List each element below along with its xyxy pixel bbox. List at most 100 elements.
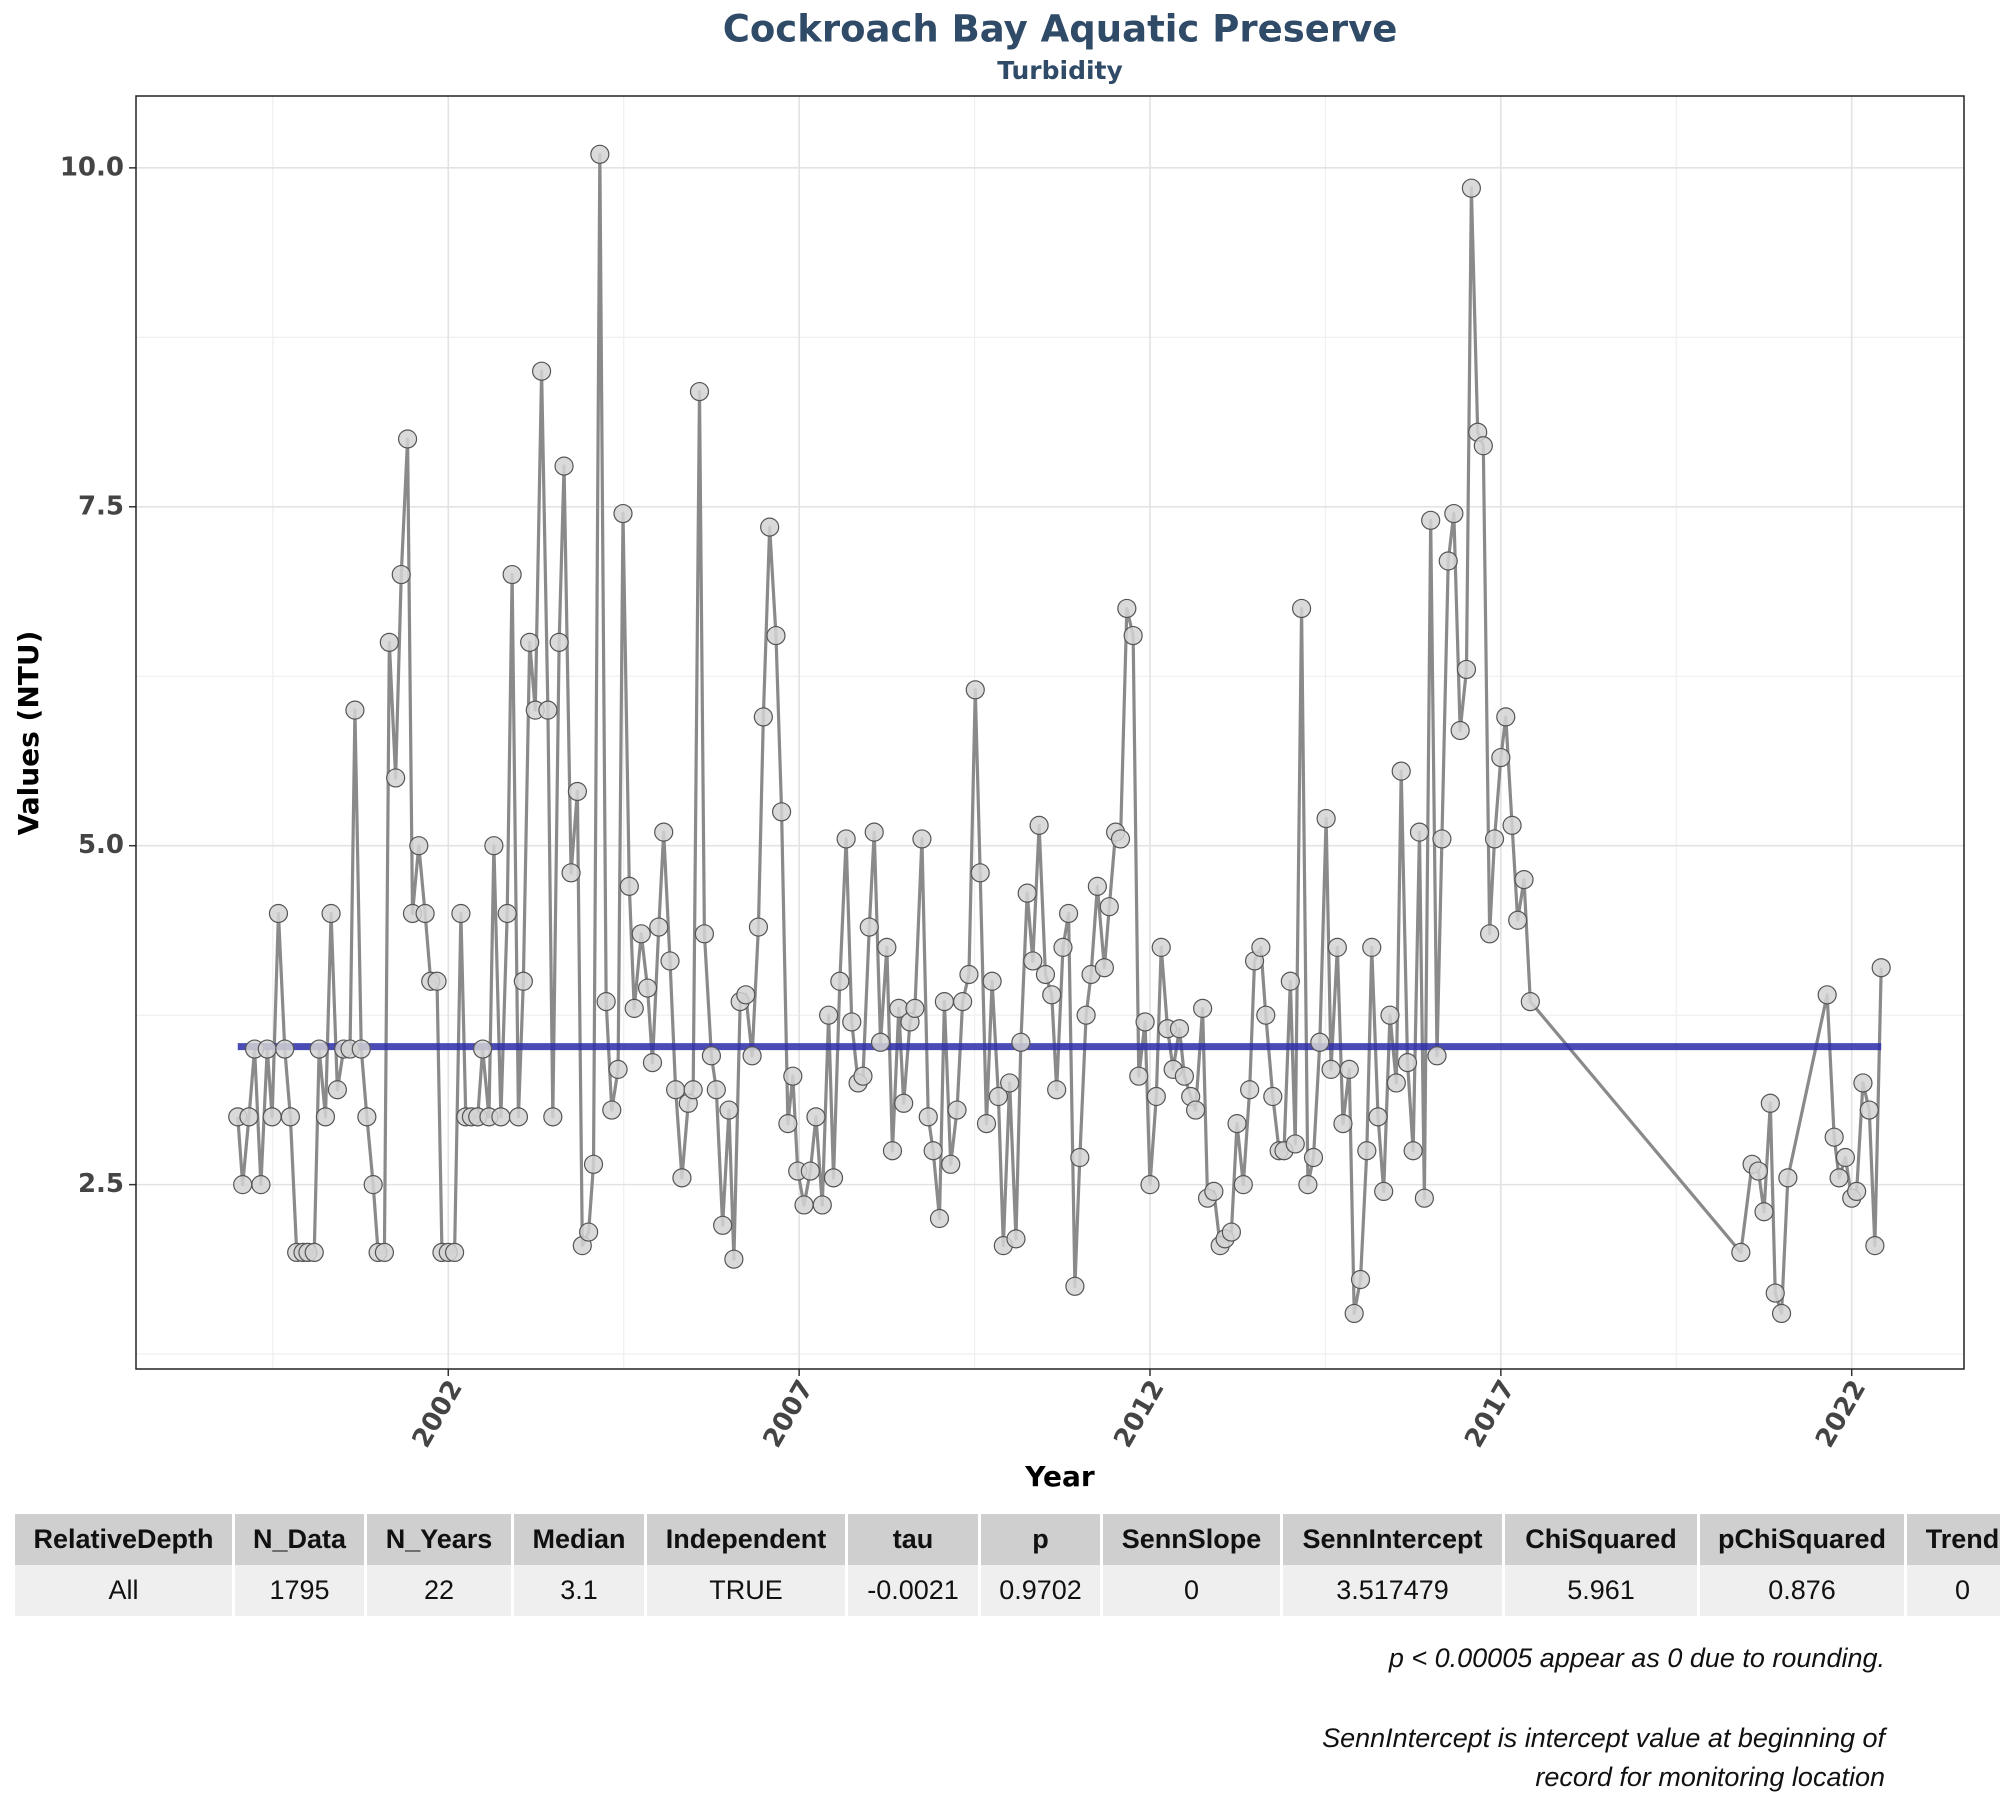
data-point bbox=[379, 632, 399, 652]
data-point bbox=[953, 992, 973, 1012]
data-point bbox=[1778, 1168, 1798, 1188]
data-point bbox=[1514, 869, 1534, 890]
chart-subtitle: Turbidity bbox=[997, 56, 1123, 85]
data-point bbox=[771, 802, 792, 822]
data-point bbox=[918, 1107, 938, 1127]
data-point bbox=[251, 1175, 271, 1195]
data-point bbox=[1053, 937, 1073, 957]
data-point bbox=[304, 1242, 324, 1263]
data-point bbox=[923, 1141, 943, 1161]
column-header: Independent bbox=[645, 1514, 848, 1565]
data-point bbox=[965, 680, 985, 700]
data-point bbox=[321, 903, 341, 924]
data-point bbox=[882, 1141, 903, 1161]
data-point bbox=[351, 1039, 371, 1059]
column-header: p bbox=[979, 1514, 1103, 1565]
x-tick-label: 2007 bbox=[758, 1375, 820, 1453]
data-point bbox=[753, 707, 773, 727]
data-point bbox=[870, 1032, 891, 1052]
data-point bbox=[649, 917, 669, 937]
chart: Cockroach Bay Aquatic Preserve Turbidity… bbox=[12, 8, 1965, 1493]
data-point bbox=[783, 1066, 803, 1086]
x-tick-label: 2017 bbox=[1459, 1375, 1521, 1453]
data-point bbox=[1853, 1073, 1873, 1093]
data-point bbox=[1496, 707, 1516, 727]
data-point bbox=[1520, 992, 1540, 1012]
data-point bbox=[1829, 1168, 1849, 1188]
data-point bbox=[1473, 436, 1493, 456]
data-point bbox=[590, 144, 610, 164]
data-point bbox=[1065, 1276, 1085, 1296]
data-point bbox=[409, 836, 429, 856]
data-point bbox=[1754, 1202, 1774, 1222]
data-point bbox=[748, 917, 769, 937]
y-tick-label: 7.5 bbox=[78, 491, 124, 521]
table-body: All 1795 22 3.1 TRUE -0.0021 0.9702 0 3.517479 5.… bbox=[15, 1565, 2000, 1616]
data-point bbox=[1303, 1147, 1324, 1168]
data-point bbox=[1817, 985, 1837, 1005]
data-point bbox=[694, 924, 714, 944]
data-point bbox=[1000, 1073, 1020, 1093]
data-point bbox=[970, 863, 990, 883]
data-point bbox=[1169, 1019, 1190, 1039]
data-point bbox=[602, 1100, 622, 1120]
data-point bbox=[1765, 1283, 1785, 1303]
data-point bbox=[484, 836, 504, 856]
data-point bbox=[554, 456, 574, 476]
data-point bbox=[654, 822, 674, 842]
data-point bbox=[1221, 1222, 1241, 1242]
column-header: Median bbox=[512, 1514, 647, 1565]
data-point bbox=[819, 1005, 839, 1025]
data-point bbox=[719, 1100, 739, 1120]
data-point bbox=[1193, 998, 1213, 1018]
data-point bbox=[275, 1039, 295, 1059]
data-point bbox=[842, 1012, 862, 1032]
data-point bbox=[1333, 1114, 1353, 1134]
data-point bbox=[531, 361, 552, 381]
data-point bbox=[280, 1107, 300, 1127]
data-point bbox=[386, 768, 406, 788]
data-point bbox=[1491, 747, 1511, 768]
data-point bbox=[538, 700, 558, 720]
data-point bbox=[613, 503, 633, 524]
data-point bbox=[1204, 1181, 1224, 1202]
column-header: Trend bbox=[1905, 1514, 2000, 1565]
data-point bbox=[1327, 937, 1347, 957]
column-header: RelativeDepth bbox=[15, 1514, 235, 1565]
data-point bbox=[894, 1093, 914, 1113]
data-point bbox=[1760, 1093, 1780, 1113]
data-point bbox=[1310, 1032, 1330, 1052]
data-point bbox=[1240, 1080, 1260, 1100]
data-point bbox=[1859, 1100, 1879, 1120]
data-point bbox=[976, 1114, 997, 1134]
data-point bbox=[1771, 1303, 1792, 1324]
data-point bbox=[363, 1175, 383, 1195]
data-point bbox=[1824, 1127, 1844, 1147]
data-point bbox=[1146, 1086, 1166, 1107]
data-point bbox=[315, 1107, 336, 1127]
table-cell: -0.0021 bbox=[846, 1565, 981, 1616]
data-point bbox=[1316, 808, 1336, 829]
data-point bbox=[1339, 1059, 1359, 1079]
table-cell: TRUE bbox=[645, 1565, 848, 1616]
data-point bbox=[543, 1107, 563, 1127]
data-point bbox=[1444, 503, 1464, 524]
data-point bbox=[309, 1039, 329, 1059]
data-point bbox=[1480, 924, 1500, 944]
data-point bbox=[1110, 829, 1131, 849]
data-point bbox=[760, 517, 780, 537]
data-point bbox=[374, 1242, 395, 1263]
data-point bbox=[1374, 1181, 1394, 1202]
data-point bbox=[778, 1114, 798, 1134]
data-point bbox=[451, 903, 471, 924]
data-point bbox=[233, 1175, 253, 1195]
data-point bbox=[561, 863, 581, 883]
data-point bbox=[1291, 598, 1312, 619]
data-point bbox=[929, 1208, 950, 1229]
data-point bbox=[934, 992, 954, 1012]
header-row: RelativeDepth N_Data N_Years Median Independ… bbox=[15, 1514, 2000, 1565]
data-point bbox=[683, 1080, 703, 1100]
data-point bbox=[1871, 958, 1891, 978]
table-cell: 0.9702 bbox=[979, 1565, 1103, 1616]
